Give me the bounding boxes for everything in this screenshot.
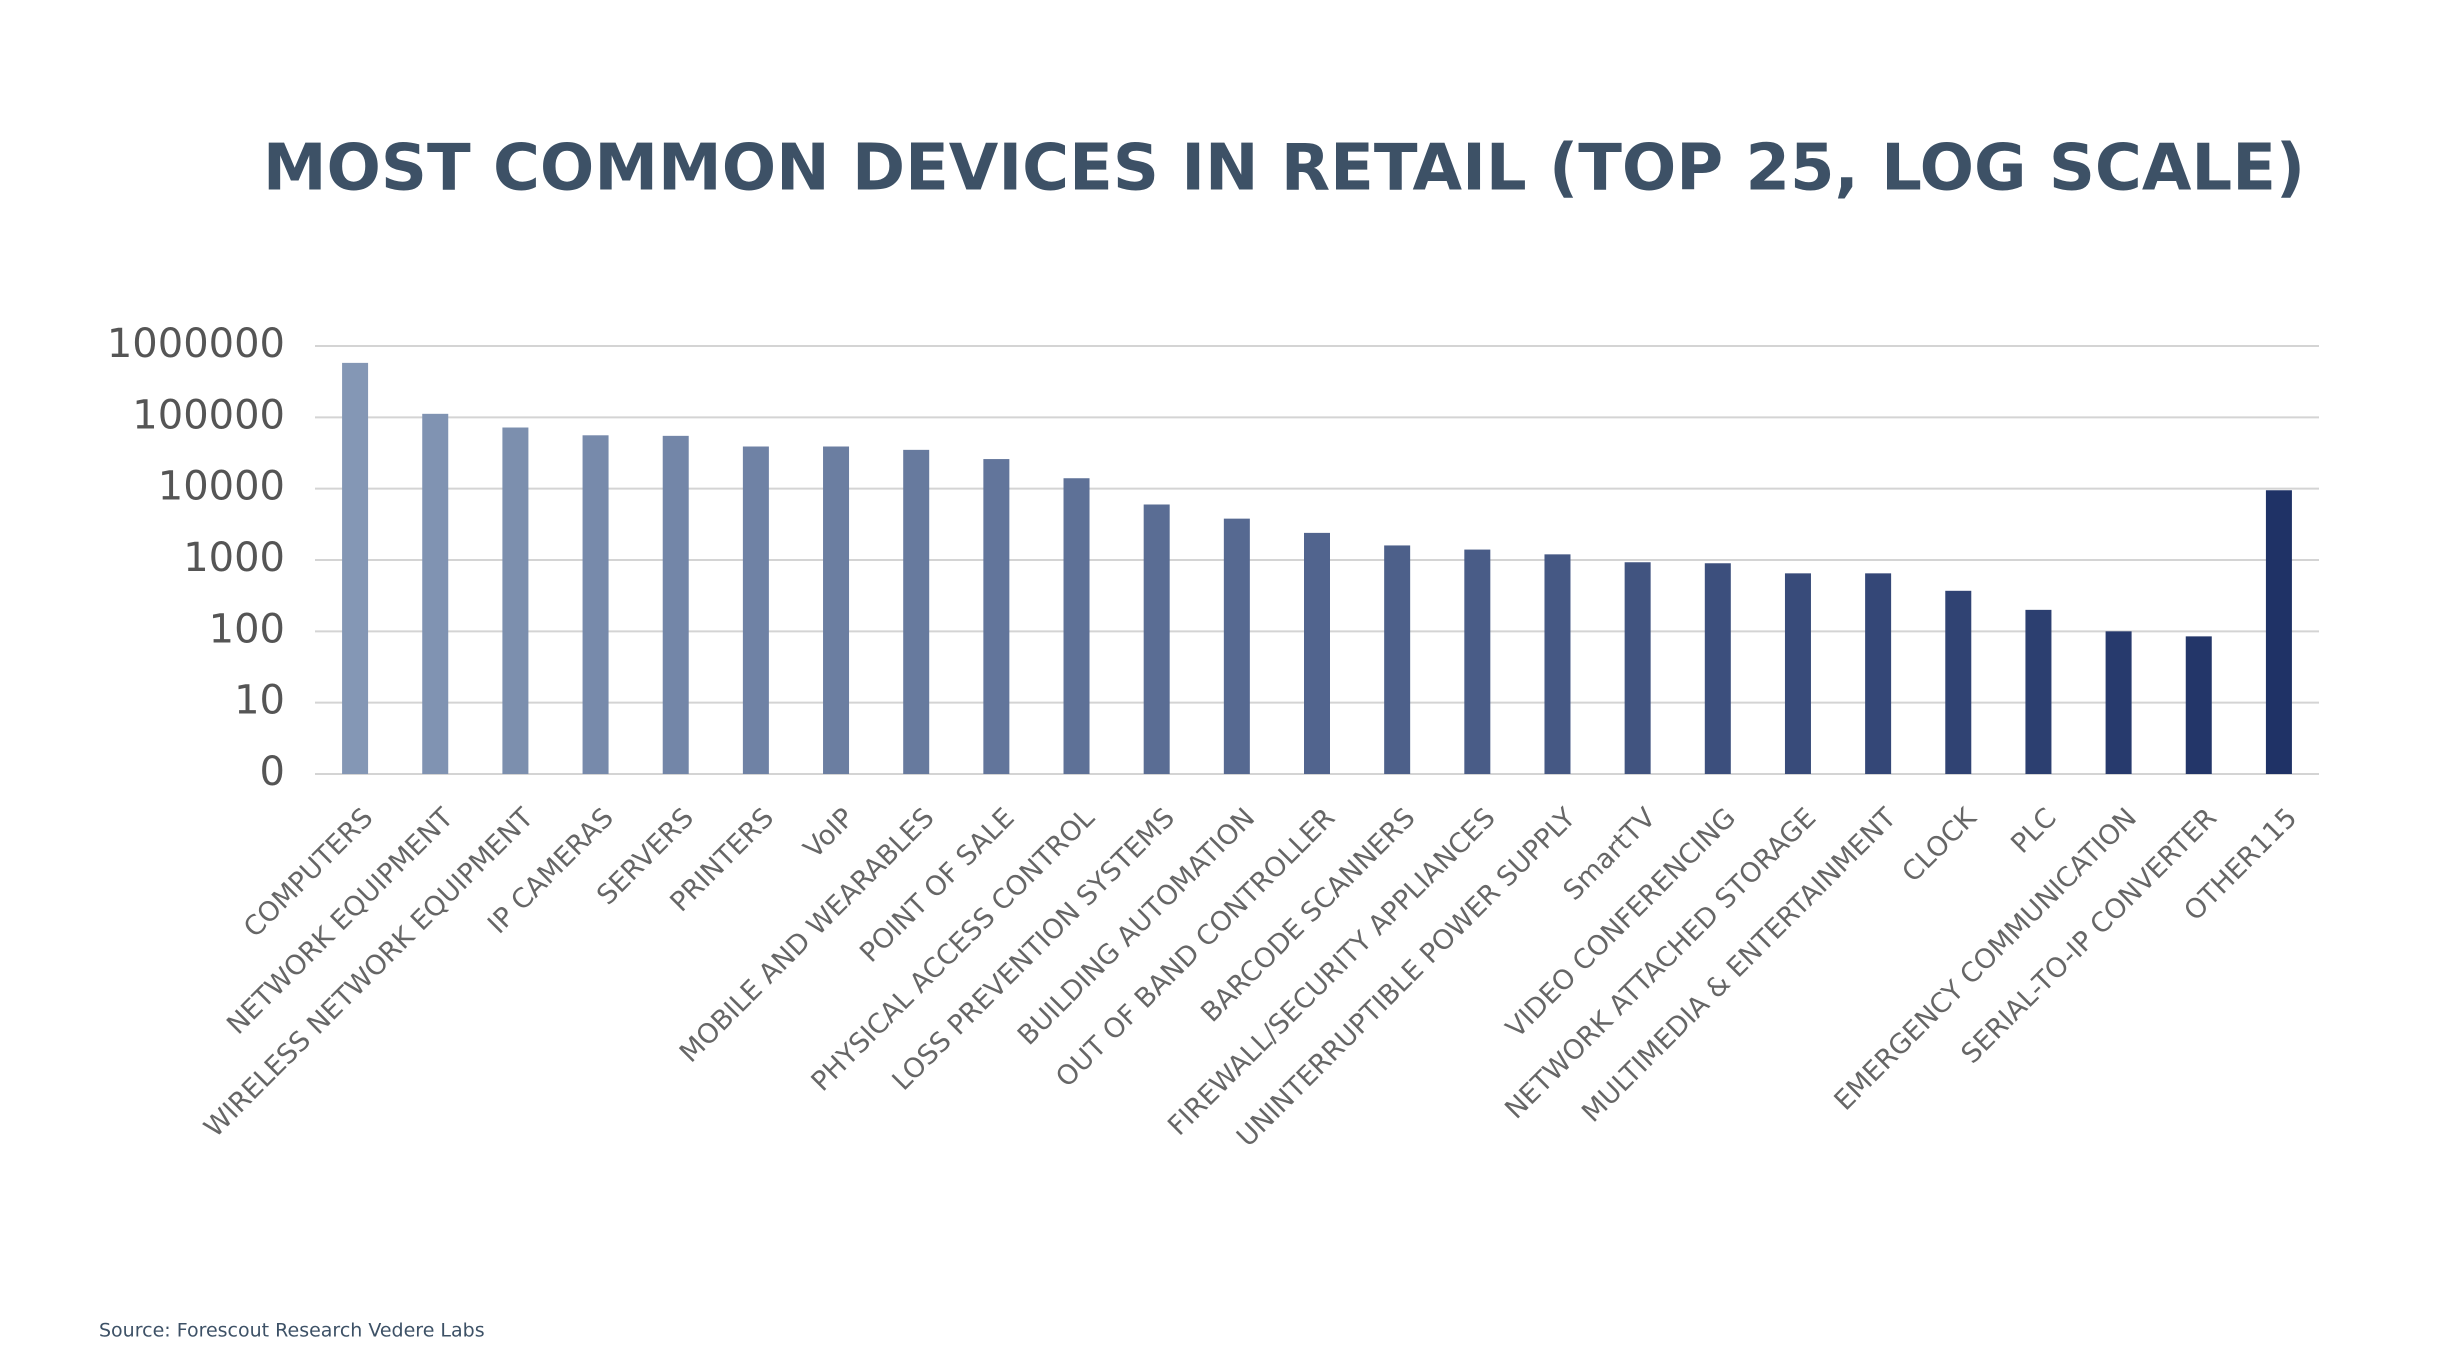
y-tick-label: 1000000 [107,321,285,367]
bar [1304,532,1330,774]
bar [1624,562,1651,774]
bar [1704,563,1731,774]
bar [662,435,689,774]
bar [2105,631,2132,774]
x-tick-label: WIRELESS NETWORK EQUIPMENT [198,802,540,1144]
bar [1464,549,1491,774]
bar [1784,573,1811,774]
x-tick-label: CLOCK [1896,801,1983,888]
y-tick-label: 10000 [158,464,285,510]
y-tick-label: 100 [209,606,285,652]
bar [983,459,1010,774]
y-tick-label: 0 [260,749,285,795]
source-note: Source: Forescout Research Vedere Labs [99,1320,485,1342]
y-tick-label: 100000 [132,392,285,438]
bar [1223,518,1250,774]
bar [582,435,609,774]
bar [742,446,769,774]
y-tick-label: 1000 [183,535,285,581]
bar [422,413,449,774]
bar [1384,545,1411,774]
x-tick-label: PLC [2005,802,2062,859]
bar [1063,478,1090,774]
bar [1143,504,1170,774]
bar [2265,490,2292,774]
bar [2025,609,2052,774]
bar [342,362,369,774]
bar [903,449,930,774]
x-tick-label: VoIP [798,802,860,864]
chart-title: MOST COMMON DEVICES IN RETAIL (TOP 25, L… [263,132,2305,206]
y-tick-label: 10 [234,678,285,724]
bar [2185,636,2212,774]
bar [502,427,529,774]
bar [1544,554,1571,774]
bar [1865,573,1892,774]
bar [1945,590,1972,774]
bar [823,446,850,774]
